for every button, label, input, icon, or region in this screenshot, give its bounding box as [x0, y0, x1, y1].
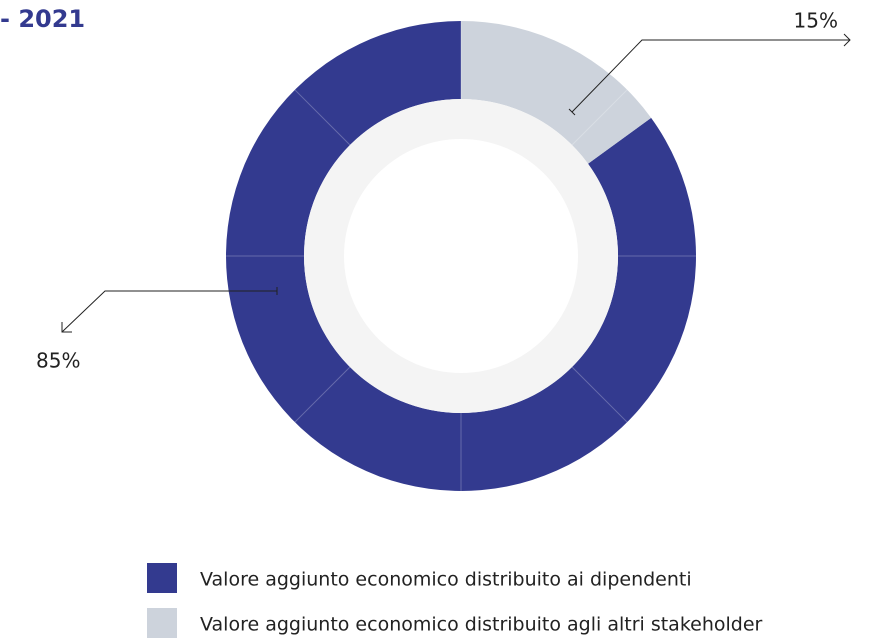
leader-tick [568, 108, 576, 116]
slice-divider [294, 89, 351, 146]
donut-slice [225, 21, 697, 492]
legend-label: Valore aggiunto economico distribuito ag… [200, 614, 763, 636]
chart-title: - 2021 [0, 5, 85, 33]
leader-arrow [61, 322, 72, 333]
donut-slice [461, 21, 652, 164]
leaders [61, 33, 851, 333]
slice-divider [294, 366, 351, 423]
donut [225, 21, 697, 492]
legend-swatch [147, 563, 177, 593]
donut-hole [344, 139, 578, 373]
slice-divider [571, 366, 628, 423]
slice-divider [571, 89, 628, 146]
legend-swatch [147, 608, 177, 638]
data-label: 15% [794, 9, 838, 33]
data-label: 85% [36, 349, 80, 373]
legend-label: Valore aggiunto economico distribuito ai… [200, 569, 692, 591]
leader-line [571, 39, 850, 113]
leader-arrow [843, 33, 851, 47]
leader-line [61, 290, 277, 333]
